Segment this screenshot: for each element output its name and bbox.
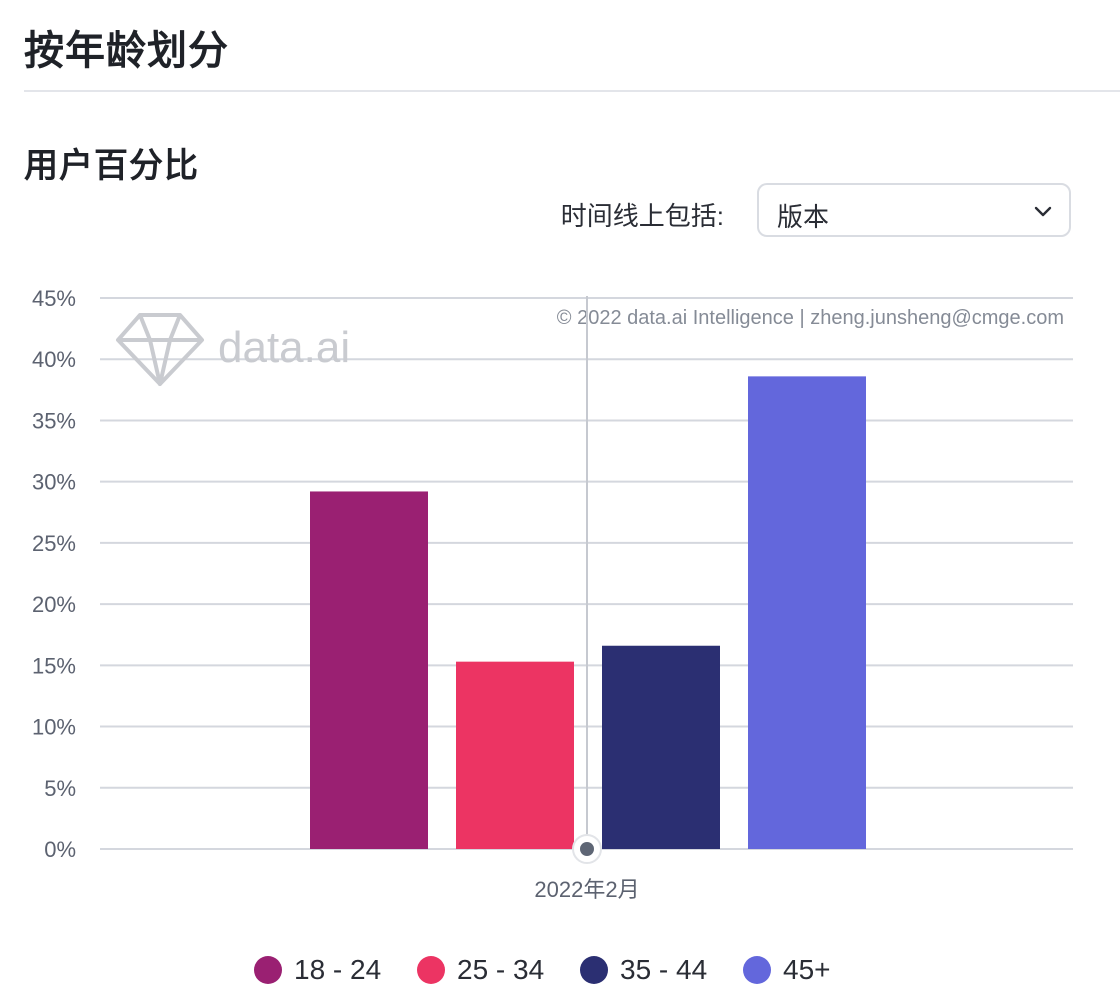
legend-item[interactable]: 35 - 44 — [580, 950, 707, 990]
legend-item[interactable]: 25 - 34 — [417, 950, 544, 990]
x-tick-label: 2022年2月 — [534, 877, 639, 902]
watermark-brand: data.ai — [218, 323, 350, 372]
y-tick-label: 5% — [44, 776, 76, 801]
y-tick-label: 40% — [32, 347, 76, 372]
bar-chart: 0% 5% 10% 15% 20% 25% 30% 35% 40% 45% data.ai © 2… — [32, 286, 1073, 902]
watermark-copyright: © 2022 data.ai Intelligence | zheng.juns… — [557, 307, 1064, 329]
legend-item[interactable]: 45+ — [743, 950, 831, 990]
legend-label: 35 - 44 — [620, 954, 708, 985]
y-tick-label: 30% — [32, 470, 76, 495]
y-tick-label: 0% — [44, 837, 76, 862]
legend-label: 45+ — [783, 954, 831, 985]
timeline-select-value: 版本 — [777, 202, 830, 232]
bars — [310, 376, 866, 849]
legend-dot — [254, 956, 282, 984]
bar-18-24[interactable] — [310, 491, 428, 849]
y-axis-ticks: 0% 5% 10% 15% 20% 25% 30% 35% 40% 45% — [32, 286, 76, 862]
y-tick-label: 15% — [32, 653, 76, 678]
legend-dot — [743, 956, 771, 984]
divider — [24, 90, 1120, 92]
legend-label: 18 - 24 — [294, 954, 382, 985]
legend-item[interactable]: 18 - 24 — [254, 950, 381, 990]
y-tick-label: 35% — [32, 408, 76, 433]
legend-label: 25 - 34 — [457, 954, 545, 985]
watermark: data.ai © 2022 data.ai Intelligence | zh… — [116, 307, 1064, 386]
bar-25-34[interactable] — [456, 661, 574, 849]
y-tick-label: 10% — [32, 715, 76, 740]
timeline-label: 时间线上包括: — [560, 201, 724, 231]
bar-35-44[interactable] — [602, 645, 720, 849]
timeline-select[interactable]: 版本 — [757, 183, 1071, 237]
legend-dot — [417, 956, 445, 984]
legend: 18 - 24 25 - 34 35 - 44 45+ — [0, 950, 1120, 990]
legend-dot — [580, 956, 608, 984]
bar-45plus[interactable] — [748, 376, 866, 849]
diamond-logo-icon — [116, 313, 204, 386]
chevron-down-icon — [1034, 206, 1052, 217]
y-tick-label: 20% — [32, 592, 76, 617]
x-axis-ticks: 2022年2月 — [534, 877, 639, 902]
y-tick-label: 25% — [32, 531, 76, 556]
y-tick-label: 45% — [32, 286, 76, 311]
section-title: 按年龄划分 — [24, 29, 229, 73]
chart-title: 用户百分比 — [24, 147, 199, 185]
timeline-marker[interactable] — [572, 834, 602, 864]
